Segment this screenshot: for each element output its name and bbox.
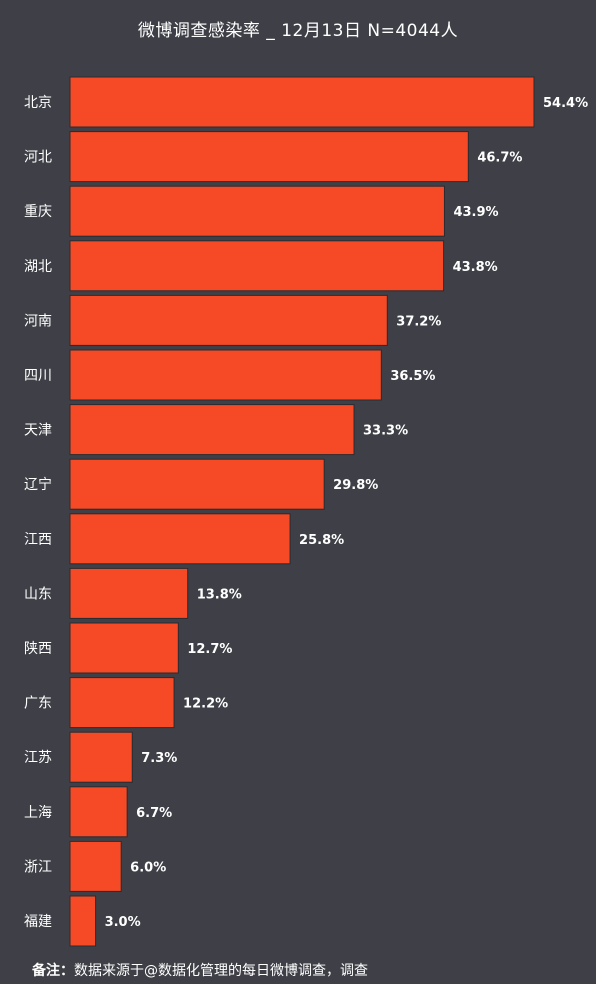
- category-label-2: 河北: [24, 150, 52, 166]
- bar-4: [69, 240, 445, 292]
- category-label-4: 湖北: [24, 259, 52, 275]
- footnote: 备注：数据来源于@数据化管理的每日微博调查，调查: [32, 960, 368, 980]
- category-label-11: 陕西: [24, 641, 52, 657]
- value-label-7: 33.3%: [363, 424, 408, 439]
- bar-15: [69, 840, 122, 892]
- value-label-10: 13.8%: [197, 587, 242, 602]
- footnote-label: 备注：: [32, 963, 74, 979]
- category-label-6: 四川: [24, 368, 52, 384]
- value-label-13: 7.3%: [141, 751, 177, 766]
- value-label-12: 12.2%: [183, 697, 228, 712]
- bar-11: [69, 622, 179, 674]
- value-label-1: 54.4%: [543, 96, 588, 111]
- bar-1: [69, 76, 535, 128]
- chart-title: 微博调查感染率 _ 12月13日 N=4044人: [137, 21, 459, 41]
- bar-13: [69, 731, 133, 783]
- bar-3: [69, 185, 445, 237]
- bar-8: [69, 458, 325, 510]
- bar-5: [69, 294, 388, 346]
- bar-7: [69, 404, 355, 456]
- value-label-14: 6.7%: [136, 806, 172, 821]
- category-label-8: 辽宁: [24, 476, 52, 493]
- category-label-7: 天津: [24, 423, 52, 439]
- value-label-11: 12.7%: [187, 642, 232, 657]
- value-label-2: 46.7%: [477, 151, 522, 166]
- value-label-8: 29.8%: [333, 478, 378, 493]
- value-label-5: 37.2%: [396, 314, 441, 329]
- bar-9: [69, 513, 291, 565]
- category-label-10: 山东: [24, 586, 52, 602]
- value-label-4: 43.8%: [453, 260, 498, 275]
- bar-14: [69, 786, 128, 838]
- category-label-12: 广东: [24, 696, 52, 712]
- category-label-15: 浙江: [24, 859, 52, 875]
- value-label-16: 3.0%: [105, 915, 141, 930]
- value-label-15: 6.0%: [130, 860, 166, 875]
- category-label-1: 北京: [24, 95, 52, 111]
- category-label-9: 江西: [24, 532, 52, 548]
- category-label-3: 重庆: [24, 204, 52, 220]
- category-label-13: 江苏: [24, 750, 52, 766]
- category-label-16: 福建: [24, 914, 52, 930]
- bar-6: [69, 349, 382, 401]
- footnote-text: 数据来源于@数据化管理的每日微博调查，调查: [74, 963, 368, 979]
- bar-2: [69, 131, 469, 183]
- category-label-5: 河南: [24, 313, 52, 329]
- value-label-6: 36.5%: [390, 369, 435, 384]
- bar-12: [69, 677, 175, 729]
- category-label-14: 上海: [24, 805, 52, 821]
- value-label-3: 43.9%: [453, 205, 498, 220]
- bar-10: [69, 567, 189, 619]
- bar-16: [69, 895, 97, 947]
- value-label-9: 25.8%: [299, 533, 344, 548]
